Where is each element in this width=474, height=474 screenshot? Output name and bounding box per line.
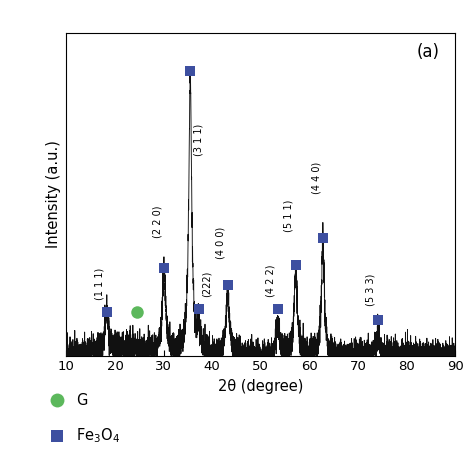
Text: (4 2 2): (4 2 2) bbox=[265, 264, 275, 297]
Text: (4 4 0): (4 4 0) bbox=[311, 162, 321, 194]
Text: (2 2 0): (2 2 0) bbox=[152, 206, 162, 238]
Text: (222): (222) bbox=[202, 271, 212, 297]
Y-axis label: Intensity (a.u.): Intensity (a.u.) bbox=[46, 140, 61, 248]
Text: (1 1 1): (1 1 1) bbox=[94, 268, 104, 300]
Text: (a): (a) bbox=[417, 43, 439, 61]
Text: (4 0 0): (4 0 0) bbox=[215, 227, 225, 259]
Text: (5 1 1): (5 1 1) bbox=[284, 200, 294, 232]
Text: G: G bbox=[76, 393, 87, 408]
Text: Fe$_3$O$_4$: Fe$_3$O$_4$ bbox=[76, 427, 120, 446]
Text: (3 1 1): (3 1 1) bbox=[193, 124, 203, 156]
X-axis label: 2θ (degree): 2θ (degree) bbox=[218, 379, 303, 394]
Text: (5 3 3): (5 3 3) bbox=[366, 273, 376, 306]
